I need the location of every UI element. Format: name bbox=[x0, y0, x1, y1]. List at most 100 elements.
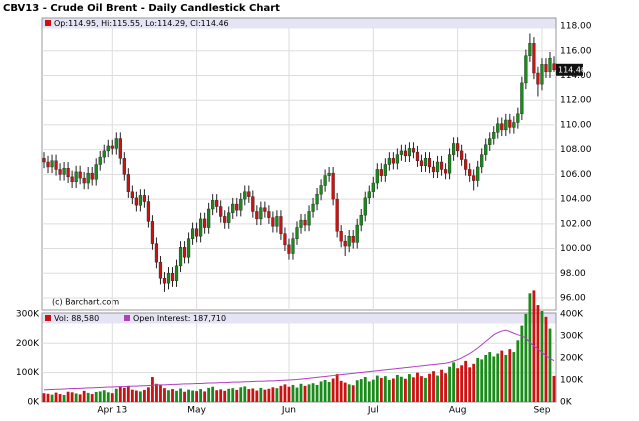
y-tick-label: 116.00 bbox=[560, 46, 592, 56]
candle-body bbox=[174, 265, 179, 281]
candle-body bbox=[431, 166, 436, 173]
volume-bar bbox=[468, 367, 472, 402]
volume-bar bbox=[387, 379, 391, 402]
candle-body bbox=[480, 154, 484, 168]
volume-bar bbox=[375, 375, 379, 402]
volume-bar bbox=[159, 384, 162, 402]
candle-body bbox=[544, 64, 548, 72]
volume-bar bbox=[359, 379, 363, 402]
candle-body bbox=[303, 219, 307, 226]
volume-bar bbox=[223, 390, 227, 402]
volume-bar bbox=[448, 366, 451, 402]
candle-body bbox=[355, 224, 359, 243]
volume-bar bbox=[130, 389, 134, 402]
candle-body bbox=[190, 228, 195, 239]
volume-bar bbox=[492, 356, 496, 402]
volume-bar bbox=[323, 379, 327, 402]
volume-bar bbox=[452, 362, 456, 402]
candle-body bbox=[106, 145, 110, 152]
volume-bar bbox=[195, 391, 199, 402]
candle-body bbox=[484, 144, 488, 155]
candle-body bbox=[423, 158, 428, 166]
candle-body bbox=[166, 273, 171, 284]
volume-bar bbox=[363, 377, 367, 402]
candle-body bbox=[472, 175, 476, 181]
volume-bar bbox=[500, 350, 504, 402]
candle-body bbox=[199, 218, 203, 237]
y-tick-label: 110.00 bbox=[560, 120, 592, 130]
candle-body bbox=[86, 172, 90, 184]
volume-bar bbox=[203, 391, 207, 402]
candle-body bbox=[46, 161, 50, 168]
candle-body bbox=[291, 238, 295, 254]
candle-body bbox=[114, 138, 118, 149]
candle-body bbox=[267, 211, 271, 218]
candle-body bbox=[399, 150, 404, 155]
volume-bar bbox=[243, 386, 247, 402]
volume-bar bbox=[504, 355, 508, 402]
candle-body bbox=[451, 143, 456, 155]
y-tick-label: 114.00 bbox=[560, 71, 592, 81]
oi-legend: Open Interest: 187,710 bbox=[133, 314, 226, 323]
volume-bar bbox=[480, 359, 484, 402]
volume-bar bbox=[183, 391, 186, 402]
candle-body bbox=[331, 172, 335, 200]
volume-bar bbox=[62, 394, 66, 402]
volume-bar bbox=[151, 377, 154, 402]
volume-bar bbox=[548, 328, 552, 402]
y-tick-label: 104.00 bbox=[560, 195, 592, 205]
volume-bar bbox=[42, 393, 46, 402]
candle-body bbox=[488, 138, 492, 145]
volume-bar bbox=[472, 363, 476, 402]
volume-bar bbox=[496, 353, 500, 402]
candle-body bbox=[130, 191, 134, 199]
candle-body bbox=[468, 169, 472, 176]
candle-body bbox=[407, 148, 412, 157]
volume-bar bbox=[247, 389, 251, 402]
volume-bar bbox=[408, 374, 411, 402]
volume-bar bbox=[267, 388, 271, 402]
volume-bar bbox=[167, 390, 170, 402]
volume-bar bbox=[227, 388, 231, 402]
volume-bar bbox=[235, 389, 239, 402]
chart-title: CBV13 - Crude Oil Brent - Daily Candlest… bbox=[3, 3, 280, 14]
legend-swatch bbox=[45, 315, 51, 321]
volume-bar bbox=[106, 392, 110, 402]
candle-body bbox=[247, 191, 251, 197]
volume-bar bbox=[74, 393, 78, 402]
candle-body bbox=[516, 113, 520, 123]
candle-body bbox=[528, 43, 532, 56]
volume-bar bbox=[191, 390, 194, 402]
volume-bar bbox=[199, 389, 203, 402]
volume-bar bbox=[279, 385, 283, 402]
candle-body bbox=[122, 158, 126, 175]
volume-bar bbox=[114, 388, 118, 402]
candle-body bbox=[58, 169, 62, 175]
v-tick-label: 0K bbox=[27, 398, 40, 408]
volume-bar bbox=[295, 387, 299, 402]
candle-body bbox=[283, 233, 287, 246]
candle-body bbox=[492, 132, 496, 139]
candle-body bbox=[508, 119, 512, 128]
candle-body bbox=[311, 203, 315, 212]
volume-bar bbox=[291, 384, 295, 402]
x-tick-label: Apr 13 bbox=[97, 406, 127, 416]
volume-bar bbox=[444, 373, 447, 402]
candle-body bbox=[383, 164, 387, 176]
v-tick-label: 300K bbox=[16, 309, 40, 319]
candle-body bbox=[363, 197, 367, 216]
candle-body bbox=[134, 197, 138, 206]
copyright: (c) Barchart.com bbox=[52, 298, 119, 307]
volume-bar bbox=[82, 390, 86, 402]
volume-bar bbox=[215, 390, 219, 402]
candle-body bbox=[66, 168, 70, 178]
candle-body bbox=[182, 247, 187, 258]
candle-body bbox=[275, 216, 279, 227]
y2-tick-label: 0K bbox=[560, 398, 573, 408]
volume-bar bbox=[299, 383, 303, 402]
volume-bar bbox=[94, 392, 98, 402]
candle-body bbox=[327, 172, 331, 176]
candle-body bbox=[351, 235, 355, 243]
candle-body bbox=[476, 166, 480, 181]
volume-bar bbox=[315, 384, 319, 402]
